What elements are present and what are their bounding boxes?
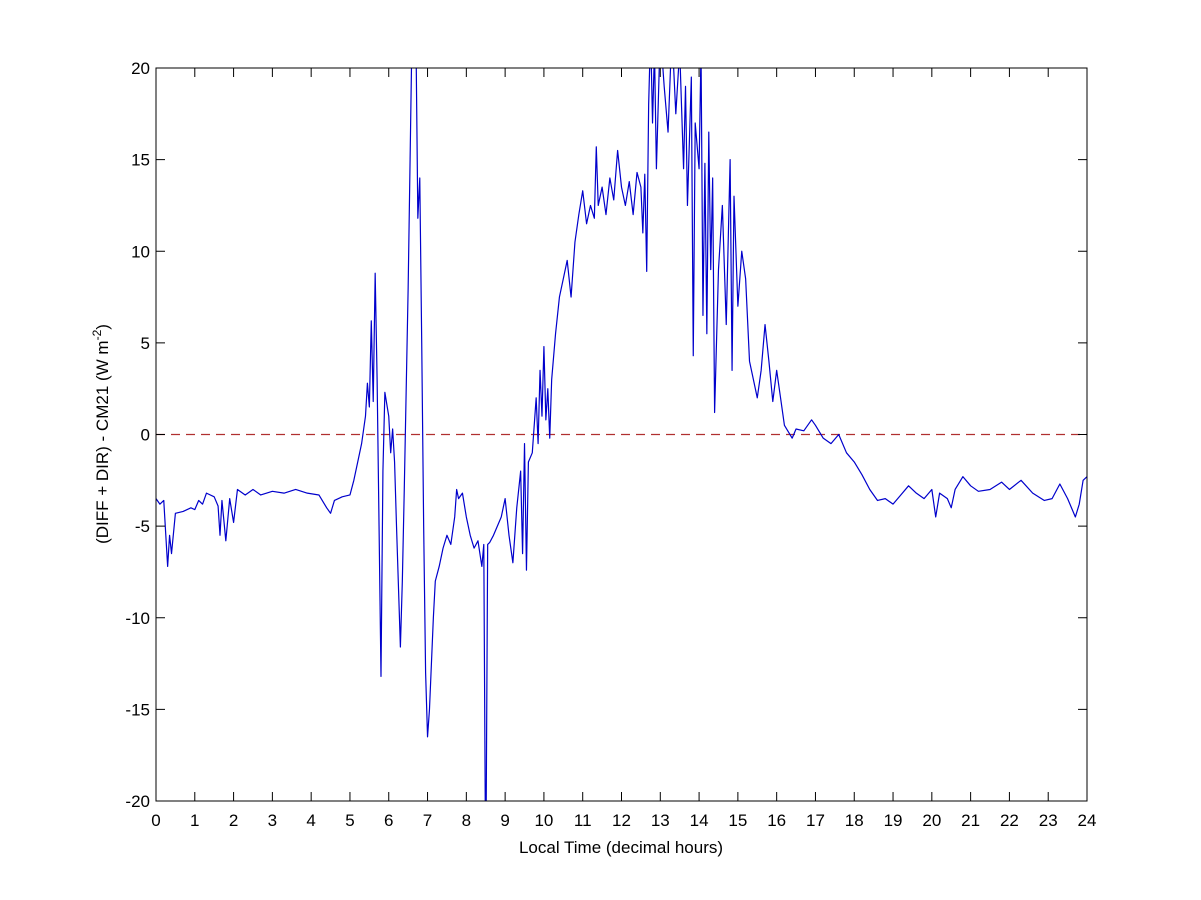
x-tick-label: 23 xyxy=(1039,811,1058,830)
y-label-sup: -2 xyxy=(90,329,104,340)
y-tick-label: -20 xyxy=(125,792,150,811)
x-tick-label: 20 xyxy=(922,811,941,830)
x-tick-label: 9 xyxy=(500,811,509,830)
y-tick-label: 5 xyxy=(141,334,150,353)
x-tick-label: 13 xyxy=(651,811,670,830)
x-tick-label: 16 xyxy=(767,811,786,830)
data-line xyxy=(156,68,1087,801)
y-tick-label: 20 xyxy=(131,59,150,78)
x-tick-label: 2 xyxy=(229,811,238,830)
y-tick-label: -5 xyxy=(135,517,150,536)
y-tick-label: -10 xyxy=(125,609,150,628)
x-tick-label: 7 xyxy=(423,811,432,830)
x-tick-label: 10 xyxy=(534,811,553,830)
x-tick-label: 4 xyxy=(306,811,315,830)
x-tick-label: 0 xyxy=(151,811,160,830)
x-tick-label: 15 xyxy=(728,811,747,830)
x-tick-label: 19 xyxy=(884,811,903,830)
plot-area xyxy=(156,68,1087,801)
y-tick-label: 0 xyxy=(141,426,150,445)
x-tick-label: 11 xyxy=(574,811,592,830)
x-tick-label: 14 xyxy=(690,811,709,830)
x-axis-label: Local Time (decimal hours) xyxy=(519,838,723,857)
x-tick-label: 24 xyxy=(1078,811,1097,830)
y-label-main: (DIFF + DIR) - CM21 (W m xyxy=(93,340,112,544)
x-tick-label: 3 xyxy=(268,811,277,830)
x-tick-label: 22 xyxy=(1000,811,1019,830)
y-tick-label: -15 xyxy=(125,700,150,719)
x-tick-label: 5 xyxy=(345,811,354,830)
y-tick-label: 15 xyxy=(131,151,150,170)
x-tick-label: 18 xyxy=(845,811,864,830)
y-tick-label: 10 xyxy=(131,242,150,261)
x-tick-label: 6 xyxy=(384,811,393,830)
x-tick-label: 12 xyxy=(612,811,631,830)
x-tick-label: 17 xyxy=(806,811,825,830)
x-tick-label: 21 xyxy=(961,811,980,830)
y-label-end: ) xyxy=(93,324,112,330)
y-axis-label: (DIFF + DIR) - CM21 (W m-2) xyxy=(90,324,112,544)
x-tick-label: 8 xyxy=(462,811,471,830)
x-tick-label: 1 xyxy=(190,811,199,830)
